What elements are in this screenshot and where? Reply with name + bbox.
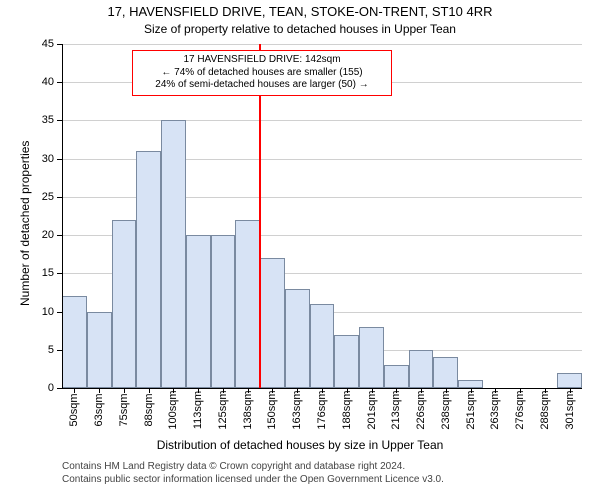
x-tick-label: 100sqm bbox=[167, 390, 179, 429]
x-tick-label: 138sqm bbox=[242, 390, 254, 429]
bar bbox=[359, 327, 384, 388]
x-tick-label: 276sqm bbox=[514, 390, 526, 429]
bar bbox=[310, 304, 335, 388]
annotation-box: 17 HAVENSFIELD DRIVE: 142sqm← 74% of det… bbox=[132, 50, 392, 96]
x-tick-label: 288sqm bbox=[539, 390, 551, 429]
y-tick-label: 0 bbox=[24, 382, 54, 394]
x-tick-label: 188sqm bbox=[341, 390, 353, 429]
x-tick-label: 113sqm bbox=[192, 391, 204, 429]
plot-area: 05101520253035404550sqm63sqm75sqm88sqm10… bbox=[62, 44, 582, 388]
bar bbox=[211, 235, 236, 388]
bar bbox=[458, 380, 483, 388]
bar bbox=[112, 220, 137, 388]
y-tick-label: 40 bbox=[24, 76, 54, 88]
bar bbox=[557, 373, 582, 388]
attribution-line-2: Contains public sector information licen… bbox=[62, 473, 444, 486]
x-tick-label: 150sqm bbox=[266, 390, 278, 429]
bar bbox=[62, 296, 87, 388]
x-tick-label: 201sqm bbox=[366, 390, 378, 429]
bar bbox=[87, 312, 112, 388]
x-tick-label: 125sqm bbox=[217, 390, 229, 429]
x-axis-line bbox=[62, 388, 582, 389]
x-tick-label: 263sqm bbox=[489, 390, 501, 429]
bar bbox=[409, 350, 434, 388]
bar bbox=[384, 365, 409, 388]
reference-line bbox=[259, 44, 261, 388]
annotation-line: 24% of semi-detached houses are larger (… bbox=[139, 79, 385, 92]
x-tick-label: 176sqm bbox=[316, 390, 328, 429]
bar bbox=[285, 289, 310, 388]
chart-title: 17, HAVENSFIELD DRIVE, TEAN, STOKE-ON-TR… bbox=[0, 4, 600, 19]
x-tick-label: 163sqm bbox=[291, 390, 303, 429]
bar bbox=[136, 151, 161, 388]
y-axis-label: Number of detached properties bbox=[18, 141, 32, 306]
x-tick-label: 63sqm bbox=[93, 393, 105, 426]
attribution-text: Contains HM Land Registry data © Crown c… bbox=[62, 460, 444, 486]
x-tick-label: 238sqm bbox=[440, 390, 452, 429]
x-tick-label: 226sqm bbox=[415, 390, 427, 429]
x-tick-label: 213sqm bbox=[390, 390, 402, 429]
bar bbox=[433, 357, 458, 388]
chart-container: 17, HAVENSFIELD DRIVE, TEAN, STOKE-ON-TR… bbox=[0, 0, 600, 500]
y-tick-label: 35 bbox=[24, 114, 54, 126]
annotation-line: 17 HAVENSFIELD DRIVE: 142sqm bbox=[139, 54, 385, 67]
x-tick-label: 88sqm bbox=[143, 393, 155, 426]
y-tick-label: 10 bbox=[24, 306, 54, 318]
y-tick-label: 45 bbox=[24, 38, 54, 50]
y-axis-line bbox=[62, 44, 63, 388]
x-tick-label: 50sqm bbox=[68, 393, 80, 426]
x-tick-label: 75sqm bbox=[118, 393, 130, 426]
attribution-line-1: Contains HM Land Registry data © Crown c… bbox=[62, 460, 444, 473]
bar bbox=[235, 220, 260, 388]
x-tick-label: 251sqm bbox=[465, 390, 477, 429]
annotation-line: ← 74% of detached houses are smaller (15… bbox=[139, 67, 385, 80]
chart-subtitle: Size of property relative to detached ho… bbox=[0, 22, 600, 36]
bar bbox=[186, 235, 211, 388]
x-axis-label: Distribution of detached houses by size … bbox=[0, 438, 600, 452]
x-tick-label: 301sqm bbox=[564, 390, 576, 429]
gridline bbox=[62, 120, 582, 121]
bar bbox=[334, 335, 359, 389]
bar bbox=[161, 120, 186, 388]
gridline bbox=[62, 44, 582, 45]
bar bbox=[260, 258, 285, 388]
y-tick-label: 5 bbox=[24, 344, 54, 356]
